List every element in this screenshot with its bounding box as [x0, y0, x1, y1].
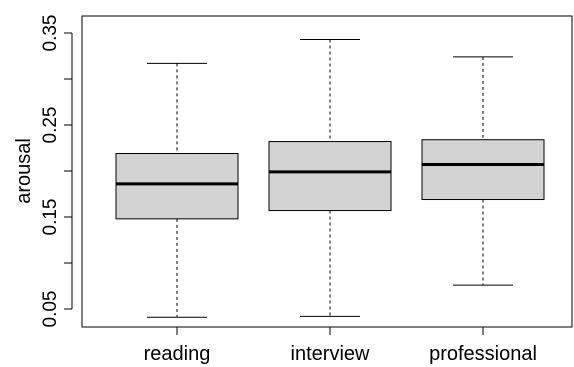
- x-tick-label: interview: [291, 343, 370, 365]
- box-reading: [115, 62, 239, 318]
- x-axis: reading interview professional: [144, 326, 537, 365]
- y-tick-label: 0.35: [40, 15, 61, 52]
- box-interview: [268, 38, 392, 317]
- iqr-box: [115, 153, 239, 220]
- iqr-box: [268, 141, 392, 212]
- y-axis-label: arousal: [13, 138, 35, 204]
- y-tick-label: 0.05: [40, 291, 61, 328]
- y-tick-label: 0.25: [40, 107, 61, 144]
- iqr-box: [421, 139, 545, 201]
- boxes: [115, 38, 545, 318]
- x-tick-label: reading: [144, 343, 211, 365]
- x-tick-label: professional: [429, 343, 537, 365]
- y-axis: 0.05 0.15 0.25 0.35: [40, 15, 73, 328]
- y-tick-label: 0.15: [40, 199, 61, 236]
- box-professional: [421, 56, 545, 286]
